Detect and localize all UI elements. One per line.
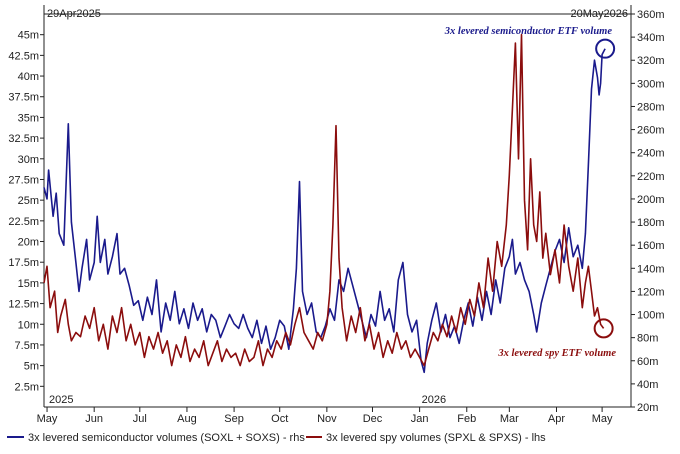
right-tick-label: 20m [637,402,658,414]
right-tick-label: 100m [637,310,665,322]
x-tick-label: Sep [224,413,244,425]
left-tick-label: 5m [24,361,39,373]
left-tick-label: 32.5m [8,133,39,145]
right-tick-label: 340m [637,32,665,44]
left-tick-label: 25m [18,195,39,207]
legend-label-spy: 3x levered spy volumes (SPXL & SPXS) - l… [326,432,546,444]
series-layer [43,33,616,374]
right-tick-label: 280m [637,101,665,113]
x-tick-label: Oct [271,413,288,425]
right-tick-label: 360m [637,9,665,21]
semiconductor-volume-line [43,48,606,374]
x-tick-label: Dec [363,413,383,425]
x-tick-label: Mar [500,413,519,425]
end-date-label: 20May2026 [571,8,629,20]
right-tick-label: 260m [637,125,665,137]
right-tick-label: 220m [637,171,665,183]
x-tick-label: Feb [457,413,476,425]
left-tick-label: 15m [18,278,39,290]
year-label: 2025 [49,394,73,406]
x-tick-label: May [592,413,613,425]
left-tick-label: 7.5m [15,340,39,352]
right-tick-label: 40m [637,379,658,391]
left-tick-label: 12.5m [8,299,39,311]
left-tick-label: 22.5m [8,216,39,228]
left-tick-label: 27.5m [8,174,39,186]
left-tick-label: 45m [18,30,39,42]
x-tick-label: Jun [85,413,103,425]
semiconductor-highlight-circle [595,38,616,59]
x-tick-label: May [37,413,58,425]
left-tick-label: 17.5m [8,257,39,269]
spy-highlight-circle [593,318,614,339]
right-tick-label: 320m [637,55,665,67]
left-tick-label: 40m [18,71,39,83]
right-tick-label: 60m [637,356,658,368]
x-tick-label: Jan [411,413,429,425]
left-tick-label: 35m [18,112,39,124]
year-label: 2026 [422,394,446,406]
spy-volume-line [43,33,605,367]
axes-layer: 29Apr2025 20May2026 2.5m 5m 7.5m 10m 12.5m 15m 1… [8,5,665,425]
x-tick-label: Apr [548,413,565,425]
left-tick-label: 20m [18,237,39,249]
right-tick-label: 160m [637,240,665,252]
right-tick-label: 240m [637,148,665,160]
left-tick-label: 42.5m [8,50,39,62]
left-tick-label: 30m [18,154,39,166]
right-tick-label: 180m [637,217,665,229]
spy-annotation: 3x levered spy ETF volume [497,348,616,359]
legend-label-semiconductor: 3x levered semiconductor volumes (SOXL +… [28,432,305,444]
right-tick-label: 140m [637,263,665,275]
x-tick-label: Nov [317,413,337,425]
right-tick-label: 200m [637,194,665,206]
annotation-layer: 3x levered semiconductor ETF volume 3x l… [444,26,617,359]
legend: 3x levered semiconductor volumes (SOXL +… [7,432,546,444]
right-tick-label: 120m [637,286,665,298]
start-date-label: 29Apr2025 [47,8,101,20]
left-tick-label: 10m [18,319,39,331]
semiconductor-annotation: 3x levered semiconductor ETF volume [444,26,613,37]
right-tick-label: 300m [637,78,665,90]
left-tick-label: 37.5m [8,92,39,104]
left-tick-label: 2.5m [15,381,39,393]
x-tick-label: Aug [177,413,197,425]
right-tick-label: 80m [637,333,658,345]
x-tick-label: Jul [133,413,147,425]
